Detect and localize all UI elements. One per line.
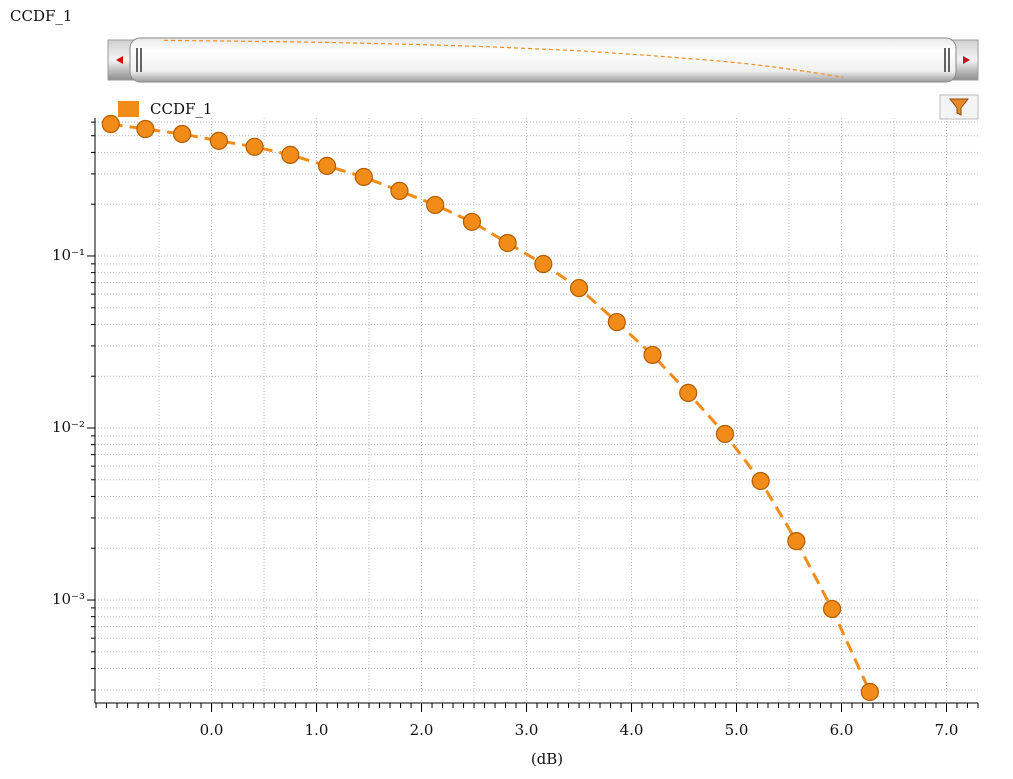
- data-point: [462, 212, 482, 231]
- slider-right-arrow[interactable]: [963, 56, 970, 64]
- x-tick-label: 6.0: [830, 721, 854, 739]
- slider-thumb[interactable]: [129, 37, 957, 83]
- data-point: [715, 424, 735, 444]
- data-point: [787, 532, 806, 551]
- x-tick-label: 2.0: [410, 721, 434, 739]
- data-point: [173, 124, 192, 144]
- data-point: [354, 167, 373, 187]
- legend-swatch: [118, 101, 139, 117]
- y-tick-label: 10⁻²: [52, 418, 85, 436]
- x-tick-label: 7.0: [935, 721, 959, 739]
- plot: 10⁻¹ 10⁻² 10⁻³ 0.0 1.0 2.0 3.0 4.0 5.0 6.0 7.0: [52, 114, 979, 739]
- data-point: [860, 682, 879, 702]
- legend-label: CCDF_1: [150, 100, 212, 118]
- filter-icon: [948, 98, 970, 116]
- y-tick-label: 10⁻³: [52, 590, 85, 608]
- data-point: [281, 145, 300, 164]
- legend: CCDF_1: [118, 100, 212, 118]
- x-tick-label: 4.0: [620, 721, 644, 739]
- range-slider[interactable]: [107, 37, 979, 83]
- data-point: [643, 345, 662, 365]
- slider-preview: [164, 39, 844, 78]
- slider-left-arrow[interactable]: [116, 56, 123, 64]
- x-tick-label: 5.0: [725, 721, 749, 739]
- data-point: [245, 137, 264, 156]
- x-tick-label: 1.0: [305, 721, 329, 739]
- window-title: CCDF_1: [10, 7, 72, 25]
- data-point: [317, 156, 337, 175]
- x-axis-label: (dB): [531, 750, 563, 768]
- filter-button[interactable]: [939, 94, 979, 120]
- data-point: [569, 278, 589, 298]
- series-line: [110, 122, 872, 693]
- x-tick-label: 3.0: [515, 721, 539, 739]
- data-point: [498, 233, 517, 253]
- data-point: [679, 383, 698, 402]
- preview-line: [164, 39, 844, 78]
- data-point: [751, 471, 770, 491]
- x-tick-label: 0.0: [200, 721, 224, 739]
- data-point: [607, 312, 626, 332]
- slider-grip: [136, 48, 950, 72]
- data-point: [426, 195, 445, 215]
- data-point: [136, 119, 155, 139]
- data-point: [822, 599, 842, 619]
- y-tick-label: 10⁻¹: [52, 246, 85, 264]
- data-point: [534, 254, 553, 274]
- data-point: [390, 181, 409, 200]
- data-point: [101, 114, 120, 134]
- data-point: [209, 131, 228, 150]
